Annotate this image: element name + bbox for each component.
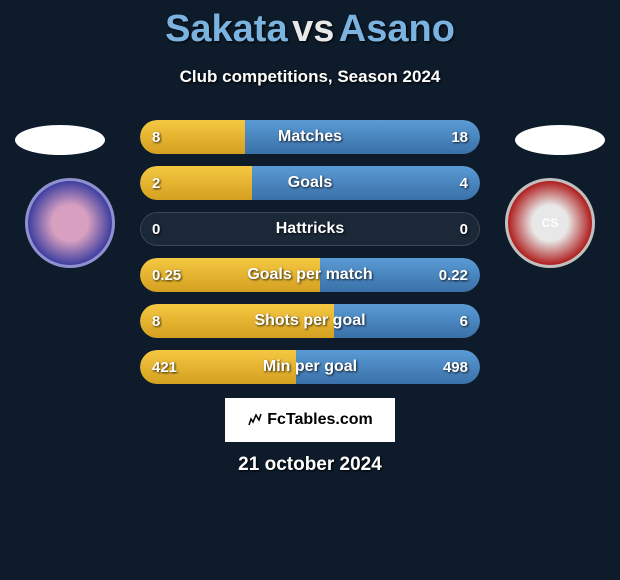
stat-label: Goals: [140, 166, 480, 200]
stat-label: Goals per match: [140, 258, 480, 292]
stat-row: 0.250.22Goals per match: [140, 258, 480, 292]
stat-row: 24Goals: [140, 166, 480, 200]
stat-row: 86Shots per goal: [140, 304, 480, 338]
stat-row: 00Hattricks: [140, 212, 480, 246]
stat-label: Shots per goal: [140, 304, 480, 338]
stat-row: 818Matches: [140, 120, 480, 154]
footer-brand-text: FcTables.com: [267, 411, 373, 429]
stat-label: Min per goal: [140, 350, 480, 384]
player2-club-logo: CS: [505, 178, 595, 268]
brand-icon: [247, 411, 263, 430]
stat-row: 421498Min per goal: [140, 350, 480, 384]
title-row: Sakata vs Asano: [0, 0, 620, 51]
club-logo-right-label: CS: [542, 216, 559, 230]
stats-panel: 818Matches 24Goals 00Hattricks 0.250.22Goal…: [140, 120, 480, 396]
player2-avatar-placeholder: [515, 125, 605, 155]
footer-date: 21 october 2024: [0, 454, 620, 476]
player2-name: Asano: [339, 8, 455, 50]
stat-label: Hattricks: [140, 212, 480, 246]
stat-label: Matches: [140, 120, 480, 154]
player1-avatar-placeholder: [15, 125, 105, 155]
player1-club-logo: [25, 178, 115, 268]
subtitle: Club competitions, Season 2024: [0, 67, 620, 87]
vs-label: vs: [292, 8, 334, 50]
footer-brand: FcTables.com: [225, 398, 395, 442]
player1-name: Sakata: [165, 8, 288, 50]
